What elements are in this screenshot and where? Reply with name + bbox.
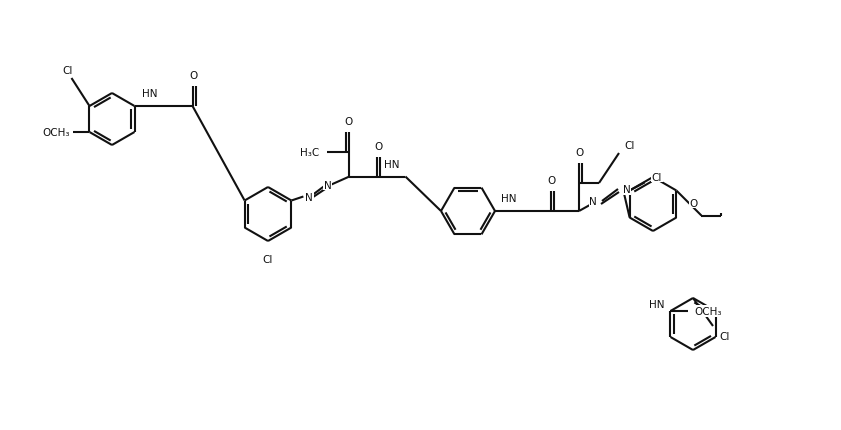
Text: Cl: Cl [62, 66, 72, 76]
Text: O: O [189, 71, 198, 81]
Text: N: N [590, 197, 597, 206]
Text: O: O [576, 147, 584, 158]
Text: O: O [374, 141, 383, 151]
Text: H₃C: H₃C [300, 147, 320, 157]
Text: N: N [324, 180, 331, 190]
Text: O: O [344, 116, 352, 126]
Text: Cl: Cl [652, 172, 662, 182]
Text: N: N [623, 184, 631, 194]
Text: OCH₃: OCH₃ [695, 306, 722, 316]
Text: O: O [547, 175, 556, 186]
Text: Cl: Cl [262, 255, 273, 264]
Text: HN: HN [383, 159, 399, 169]
Text: OCH₃: OCH₃ [42, 128, 70, 138]
Text: HN: HN [649, 299, 665, 309]
Text: HN: HN [501, 194, 516, 203]
Text: HN: HN [142, 89, 157, 99]
Text: N: N [305, 192, 313, 202]
Text: O: O [690, 198, 697, 208]
Text: Cl: Cl [719, 331, 729, 341]
Text: Cl: Cl [624, 141, 634, 150]
